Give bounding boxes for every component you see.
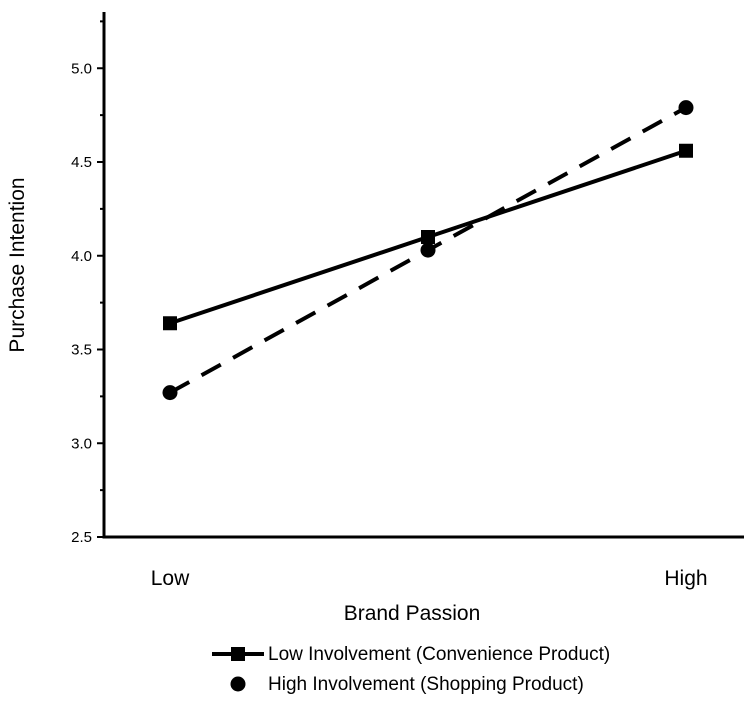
square-point bbox=[421, 230, 435, 244]
circle-point bbox=[420, 242, 436, 258]
series-layer bbox=[162, 100, 694, 401]
x-category-label: Low bbox=[151, 567, 190, 590]
y-tick-label: 4.0 bbox=[71, 248, 92, 265]
circle-point bbox=[678, 100, 694, 116]
series-2 bbox=[162, 100, 694, 401]
y-tick-label: 2.5 bbox=[71, 529, 92, 546]
y-tick-label: 3.0 bbox=[71, 435, 92, 452]
x-category-label: High bbox=[664, 567, 707, 590]
circle-point bbox=[162, 385, 178, 401]
legend-circle-marker bbox=[230, 676, 246, 692]
axes bbox=[97, 12, 744, 539]
legend-label: Low Involvement (Convenience Product) bbox=[268, 644, 610, 665]
legend-item: Low Involvement (Convenience Product) bbox=[212, 644, 610, 665]
legend-square-marker bbox=[231, 647, 245, 661]
legend: Low Involvement (Convenience Product) Hig… bbox=[212, 644, 610, 695]
x-category-labels: Low High bbox=[151, 567, 708, 590]
legend-label: High Involvement (Shopping Product) bbox=[268, 674, 584, 695]
square-point bbox=[163, 316, 177, 331]
y-tick-labels: 2.5 3.0 3.5 4.0 4.5 5.0 bbox=[71, 60, 92, 546]
series-1 bbox=[163, 143, 693, 331]
y-axis-title: Purchase Intention bbox=[6, 177, 29, 352]
legend-item: High Involvement (Shopping Product) bbox=[230, 674, 584, 695]
x-axis-title: Brand Passion bbox=[344, 602, 481, 625]
y-tick-label: 5.0 bbox=[71, 60, 92, 77]
square-point bbox=[679, 143, 693, 158]
y-tick-label: 3.5 bbox=[71, 342, 92, 359]
y-tick-label: 4.5 bbox=[71, 154, 92, 171]
